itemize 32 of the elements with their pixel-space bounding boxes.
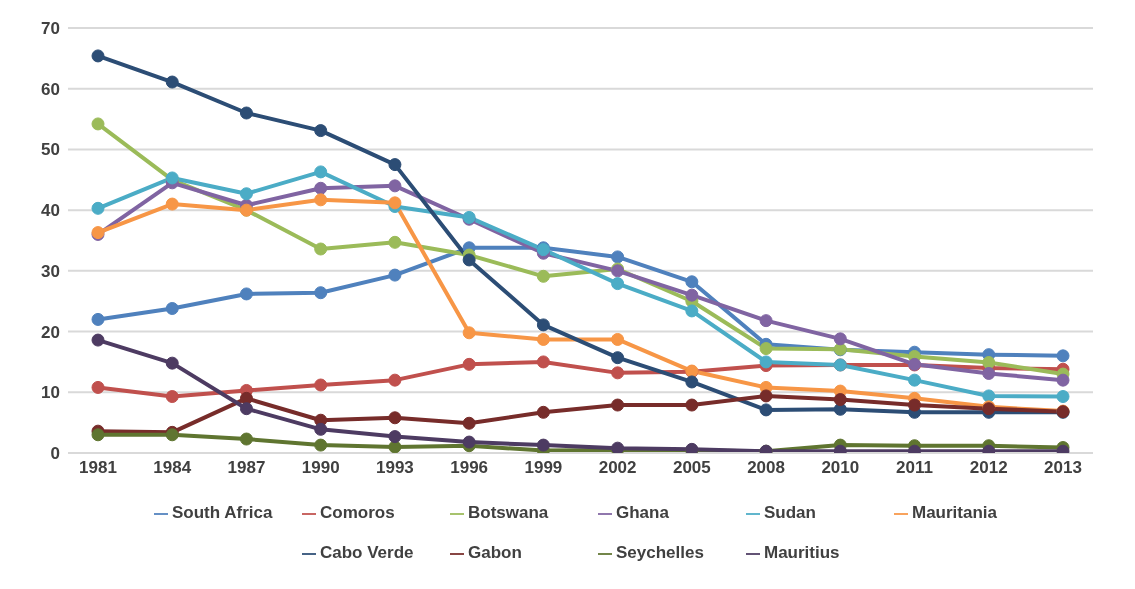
y-tick-label: 70 bbox=[41, 19, 60, 39]
x-tick-label: 2013 bbox=[1044, 458, 1082, 478]
legend-label: Gabon bbox=[468, 542, 523, 564]
x-tick-label: 1984 bbox=[153, 458, 192, 478]
y-tick-label: 30 bbox=[41, 261, 60, 281]
legend-label: Mauritius bbox=[764, 542, 841, 564]
legend-label: Botswana bbox=[468, 502, 550, 524]
x-tick-label: 2002 bbox=[598, 458, 637, 478]
x-tick-label: 2008 bbox=[747, 458, 785, 478]
legend-label: Sudan bbox=[764, 502, 817, 524]
x-tick-label: 2012 bbox=[969, 458, 1008, 478]
x-tick-label: 2010 bbox=[821, 458, 860, 478]
y-tick-label: 10 bbox=[41, 383, 60, 403]
legend-label: Ghana bbox=[616, 502, 670, 524]
legend-label: Cabo Verde bbox=[320, 542, 415, 564]
x-tick-label: 2011 bbox=[896, 458, 933, 478]
x-tick-label: 1993 bbox=[376, 458, 414, 478]
y-tick-label: 50 bbox=[41, 140, 60, 160]
x-tick-label: 1987 bbox=[227, 458, 266, 478]
y-tick-label: 0 bbox=[50, 444, 60, 464]
x-tick-label: 1981 bbox=[79, 458, 117, 478]
x-tick-label: 1996 bbox=[450, 458, 489, 478]
legend-label: Comoros bbox=[320, 502, 396, 524]
x-tick-label: 1990 bbox=[301, 458, 340, 478]
x-tick-label: 2005 bbox=[672, 458, 711, 478]
legend-label: Seychelles bbox=[616, 542, 705, 564]
y-tick-label: 20 bbox=[41, 322, 60, 342]
y-tick-label: 40 bbox=[41, 201, 60, 221]
legend-label: South Africa bbox=[172, 502, 274, 524]
x-tick-label: 1999 bbox=[524, 458, 563, 478]
legend-label: Mauritania bbox=[912, 502, 999, 524]
y-tick-label: 60 bbox=[41, 79, 60, 99]
